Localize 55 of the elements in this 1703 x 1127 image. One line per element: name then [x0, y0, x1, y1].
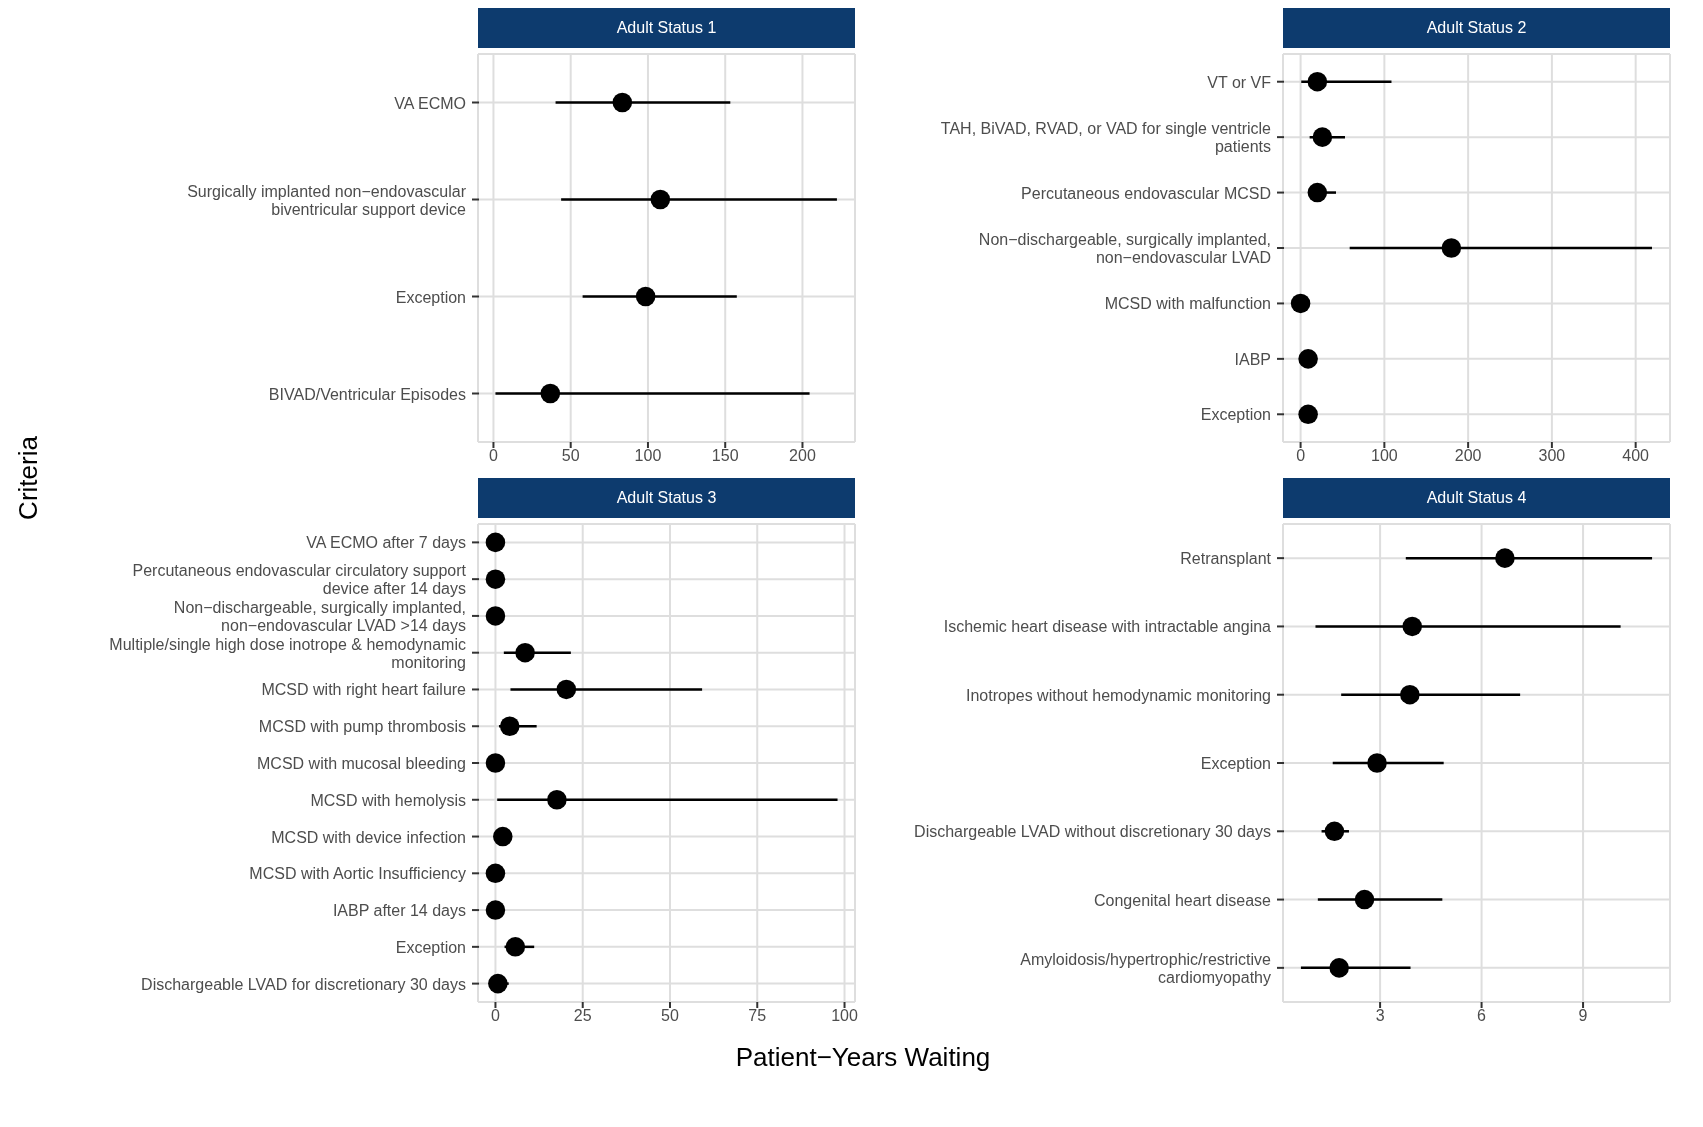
x-tick-label: 100: [634, 447, 662, 465]
x-tick-label: 0: [491, 1007, 500, 1025]
y-tick-label: MCSD with malfunction: [1104, 294, 1271, 312]
y-tick-label: VA ECMO: [394, 94, 466, 111]
y-tick-label: Percutaneous endovascular MCSD: [1021, 184, 1271, 202]
x-tick-label: 100: [1371, 447, 1398, 465]
y-tick-label: Non−dischargeable, surgically implanted, non−endovascular LVAD: [978, 230, 1271, 266]
y-tick-label: Multiple/single high dose inotrope & hemodynamic monitoring: [109, 635, 466, 671]
y-tick-label: Amyloidosis/hypertrophic/restrictive cardiomyopathy: [1020, 950, 1272, 986]
y-tick-label: Congenital heart disease: [1093, 891, 1272, 909]
y-tick-label: Exception: [395, 288, 466, 305]
x-tick-label: 25: [573, 1007, 592, 1025]
y-tick-label: IABP: [1234, 350, 1271, 368]
x-tick-label: 300: [1538, 447, 1566, 465]
y-tick-label: Exception: [1200, 754, 1271, 772]
y-tick-label: VT or VF: [1207, 73, 1272, 91]
y-tick-label: Inotropes without hemodynamic monitoring: [965, 686, 1271, 704]
y-tick-label: Dischargeable LVAD for discretionary 30 days: [141, 975, 466, 993]
y-tick-label: MCSD with device infection: [271, 828, 466, 846]
x-tick-label: 9: [1578, 1007, 1588, 1025]
y-tick-label: MCSD with mucosal bleeding: [257, 754, 466, 772]
y-tick-label: Exception: [395, 938, 466, 956]
chart-title: Adult Status 2: [1283, 8, 1670, 48]
y-tick-label: Retransplant: [1180, 549, 1272, 567]
x-tick-label: 0: [1296, 447, 1306, 465]
y-tick-label: MCSD with pump thrombosis: [258, 717, 466, 735]
y-tick-label: VA ECMO after 7 days: [306, 533, 466, 551]
y-axis-title: Criteria: [12, 436, 44, 520]
y-tick-label: IABP after 14 days: [332, 901, 466, 919]
x-tick-label: 0: [489, 447, 498, 465]
x-tick-label: 400: [1622, 447, 1650, 465]
y-tick-label: MCSD with hemolysis: [310, 791, 466, 809]
x-tick-label: 50: [661, 1007, 679, 1025]
chart-title: Adult Status 4: [1283, 478, 1670, 518]
chart-title: Adult Status 1: [478, 8, 855, 48]
x-tick-label: 200: [789, 447, 816, 465]
y-tick-label: BIVAD/Ventricular Episodes: [268, 385, 466, 402]
y-tick-label: Dischargeable LVAD without discretionary 30 days: [914, 822, 1271, 840]
chart-title: Adult Status 3: [478, 478, 855, 518]
y-tick-label: MCSD with Aortic Insufficiency: [249, 864, 466, 882]
x-tick-label: 100: [831, 1007, 858, 1025]
y-tick-label: Ischemic heart disease with intractable angina: [943, 617, 1272, 635]
x-tick-label: 200: [1454, 447, 1482, 465]
x-tick-label: 150: [711, 447, 739, 465]
x-axis-title: Patient−Years Waiting: [734, 1042, 992, 1073]
y-tick-label: Exception: [1200, 405, 1271, 423]
y-tick-label: TAH, BiVAD, RVAD, or VAD for single ventricle patients: [940, 119, 1272, 155]
y-tick-label: Surgically implanted non−endovascular biventricular support device: [187, 182, 467, 217]
x-tick-label: 3: [1375, 1007, 1385, 1025]
y-tick-label: Percutaneous endovascular circulatory support device after 14 days: [132, 561, 467, 597]
x-tick-label: 6: [1477, 1007, 1487, 1025]
y-tick-label: Non−dischargeable, surgically implanted, non−endovascular LVAD >14 days: [173, 598, 466, 634]
x-tick-label: 50: [561, 447, 580, 465]
y-tick-label: MCSD with right heart failure: [261, 680, 467, 698]
x-tick-label: 75: [748, 1007, 767, 1025]
